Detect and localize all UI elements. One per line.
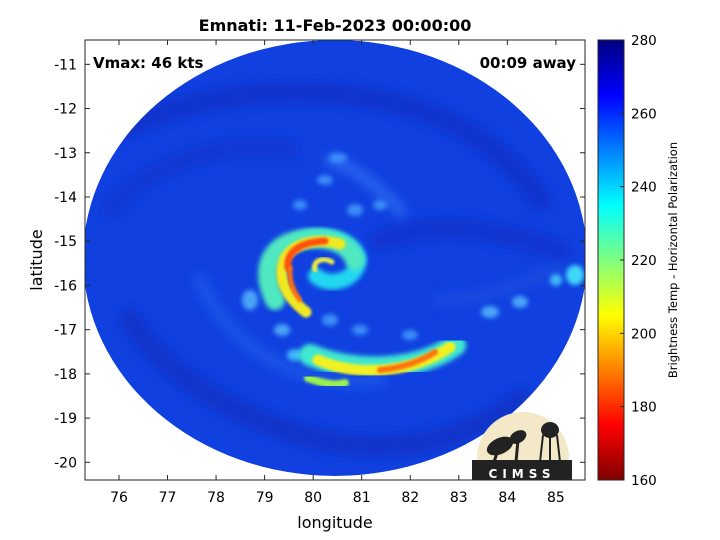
eyewall: [258, 228, 366, 318]
colorbar-tick-label: 180: [631, 400, 657, 416]
logo-text: CIMSS: [489, 467, 556, 481]
southern-rainband: [299, 334, 466, 389]
colorbar-label: Brightness Temp - Horizontal Polarizatio…: [666, 142, 680, 378]
x-tick-label: 83: [450, 490, 468, 506]
colorbar-tick-label: 260: [631, 106, 657, 122]
x-axis-ticks: 76 77 78 79 80 81 82 83 84 85: [110, 40, 565, 506]
x-tick-label: 77: [159, 490, 177, 506]
x-tick-label: 84: [498, 490, 516, 506]
y-tick-label: -17: [54, 323, 77, 339]
y-tick-label: -12: [54, 102, 77, 118]
y-tick-label: -15: [54, 234, 77, 250]
colorbar-scale: [597, 39, 625, 481]
x-tick-label: 76: [110, 490, 128, 506]
microwave-swath: [85, 40, 585, 476]
colorbar: 280 260 240 220 200 180 160 Brightness Temp - …: [597, 33, 680, 489]
colorbar-tick-label: 220: [631, 253, 657, 269]
colorbar-tick-label: 200: [631, 326, 657, 342]
colorbar-ticks: 280 260 240 220 200 180 160: [620, 33, 657, 489]
vmax-label: Vmax: 46 kts: [93, 54, 203, 72]
convective-clusters: [242, 153, 584, 361]
x-axis-label: longitude: [297, 513, 372, 532]
y-axis-label: latitude: [27, 229, 46, 290]
x-tick-label: 78: [207, 490, 225, 506]
y-tick-label: -20: [54, 455, 77, 471]
colorbar-tick-label: 160: [631, 473, 657, 489]
cimss-logo: CIMSS: [472, 412, 572, 481]
x-tick-label: 79: [256, 490, 274, 506]
y-tick-label: -13: [54, 146, 77, 162]
y-tick-label: -11: [54, 57, 77, 73]
x-tick-label: 85: [547, 490, 565, 506]
colorbar-tick-label: 240: [631, 180, 657, 196]
chart-title: Emnati: 11-Feb-2023 00:00:00: [199, 16, 472, 35]
cloud-bands: [101, 81, 570, 457]
plot-frame: [84, 39, 586, 481]
y-axis-ticks: -11 -12 -13 -14 -15 -16 -17 -18 -19 -20: [54, 57, 585, 471]
y-tick-label: -18: [54, 367, 77, 383]
y-tick-label: -16: [54, 278, 77, 294]
x-tick-label: 81: [353, 490, 371, 506]
x-tick-label: 82: [401, 490, 419, 506]
time-away-label: 00:09 away: [480, 54, 577, 72]
plot-area: CIMSS: [85, 40, 585, 481]
x-tick-label: 80: [304, 490, 322, 506]
y-tick-label: -19: [54, 411, 77, 427]
colorbar-tick-label: 280: [631, 33, 657, 49]
y-tick-label: -14: [54, 190, 77, 206]
